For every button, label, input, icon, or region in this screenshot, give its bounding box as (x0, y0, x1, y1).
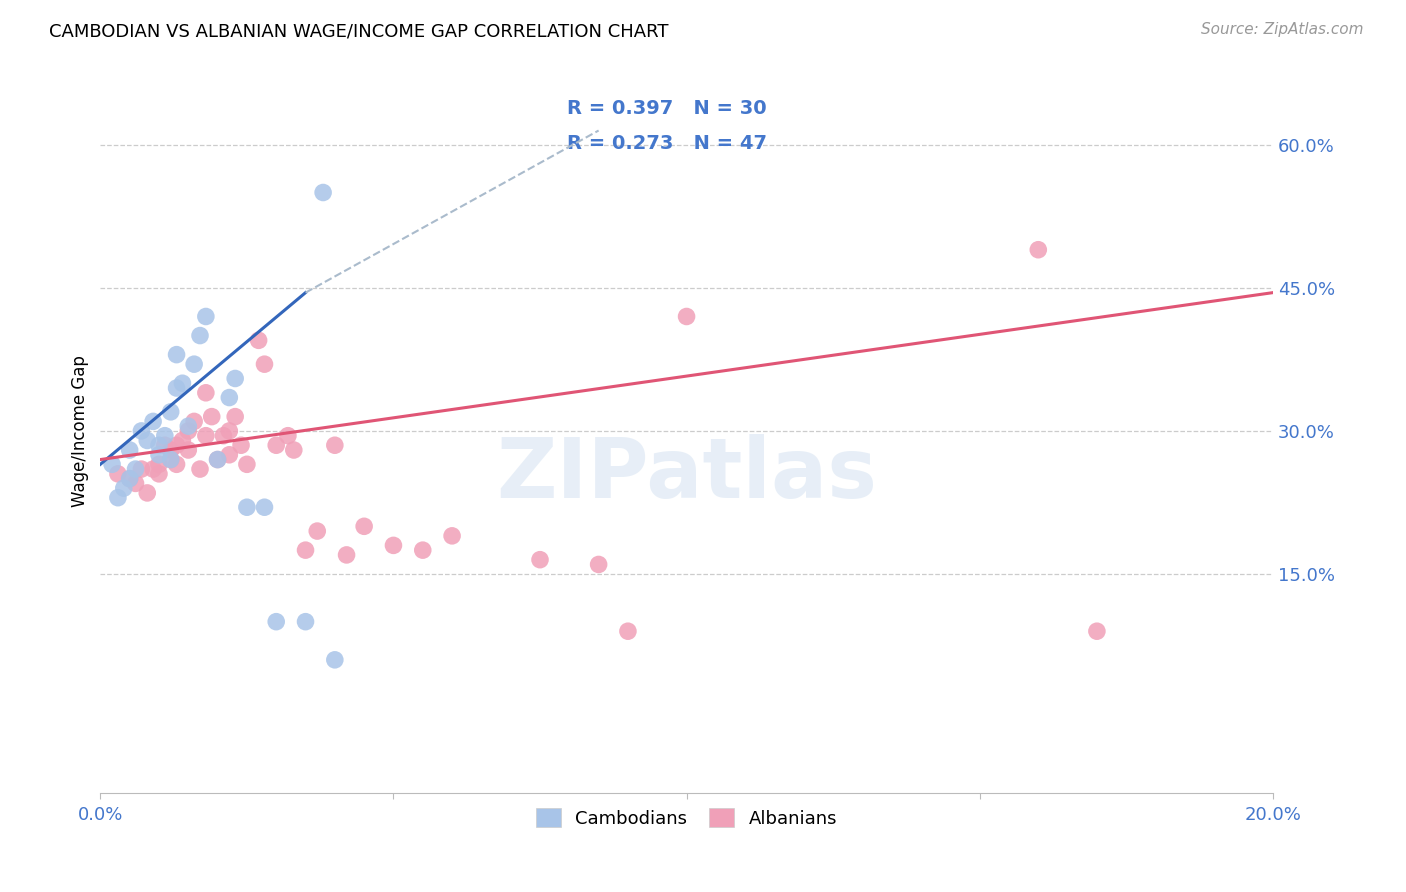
Text: Source: ZipAtlas.com: Source: ZipAtlas.com (1201, 22, 1364, 37)
Point (194, 310, 217, 324)
Point (124, 476, 146, 491)
Point (177, 424, 200, 438)
Point (1085, 624, 1108, 639)
Text: CAMBODIAN VS ALBANIAN WAGE/INCOME GAP CORRELATION CHART: CAMBODIAN VS ALBANIAN WAGE/INCOME GAP CO… (49, 22, 669, 40)
Point (353, 519, 375, 533)
Point (159, 452, 181, 467)
Point (153, 438, 176, 452)
Point (194, 428, 217, 442)
Point (153, 428, 176, 442)
Point (136, 434, 159, 448)
Point (131, 424, 153, 438)
Point (148, 448, 170, 462)
Point (136, 486, 159, 500)
Point (118, 472, 141, 486)
Point (294, 615, 316, 629)
Point (335, 548, 357, 562)
Point (224, 409, 246, 424)
Point (247, 334, 270, 348)
Point (188, 462, 211, 476)
Point (166, 438, 188, 452)
Point (253, 500, 276, 515)
Point (382, 538, 405, 552)
Point (441, 529, 464, 543)
Point (283, 442, 305, 457)
Point (218, 448, 240, 462)
Point (148, 458, 170, 472)
Point (236, 500, 259, 515)
Point (159, 442, 181, 457)
Point (323, 653, 346, 667)
Point (148, 467, 170, 481)
Point (159, 405, 181, 419)
Point (101, 458, 124, 472)
Text: R = 0.397   N = 30: R = 0.397 N = 30 (567, 99, 766, 118)
Point (201, 409, 224, 424)
Point (118, 472, 141, 486)
Point (264, 615, 287, 629)
Y-axis label: Wage/Income Gap: Wage/Income Gap (72, 355, 89, 507)
Point (172, 376, 194, 391)
Point (207, 452, 229, 467)
Point (131, 462, 153, 476)
Point (118, 442, 141, 457)
Point (1026, 243, 1049, 257)
Point (148, 438, 170, 452)
Point (142, 462, 165, 476)
Point (588, 558, 610, 572)
Point (107, 491, 129, 505)
Point (307, 524, 329, 538)
Point (188, 328, 211, 343)
Point (212, 428, 235, 442)
Point (177, 419, 200, 434)
Point (112, 481, 135, 495)
Point (207, 452, 229, 467)
Point (218, 424, 240, 438)
Point (412, 543, 434, 558)
Point (218, 391, 240, 405)
Point (236, 458, 259, 472)
Point (159, 452, 181, 467)
Point (224, 371, 246, 385)
Point (312, 186, 335, 200)
Point (142, 414, 165, 428)
Point (183, 414, 205, 428)
Point (675, 310, 697, 324)
Point (183, 357, 205, 371)
Point (253, 357, 276, 371)
Point (194, 385, 217, 400)
Point (166, 381, 188, 395)
Point (277, 428, 299, 442)
Point (617, 624, 640, 639)
Point (166, 458, 188, 472)
Point (107, 467, 129, 481)
Point (529, 552, 551, 566)
Point (172, 434, 194, 448)
Point (177, 442, 200, 457)
Legend: Cambodians, Albanians: Cambodians, Albanians (529, 801, 845, 835)
Point (264, 438, 287, 452)
Point (323, 438, 346, 452)
Point (294, 543, 316, 558)
Point (229, 438, 252, 452)
Text: ZIPatlas: ZIPatlas (496, 434, 877, 515)
Text: R = 0.273   N = 47: R = 0.273 N = 47 (567, 134, 768, 153)
Point (124, 462, 146, 476)
Point (166, 348, 188, 362)
